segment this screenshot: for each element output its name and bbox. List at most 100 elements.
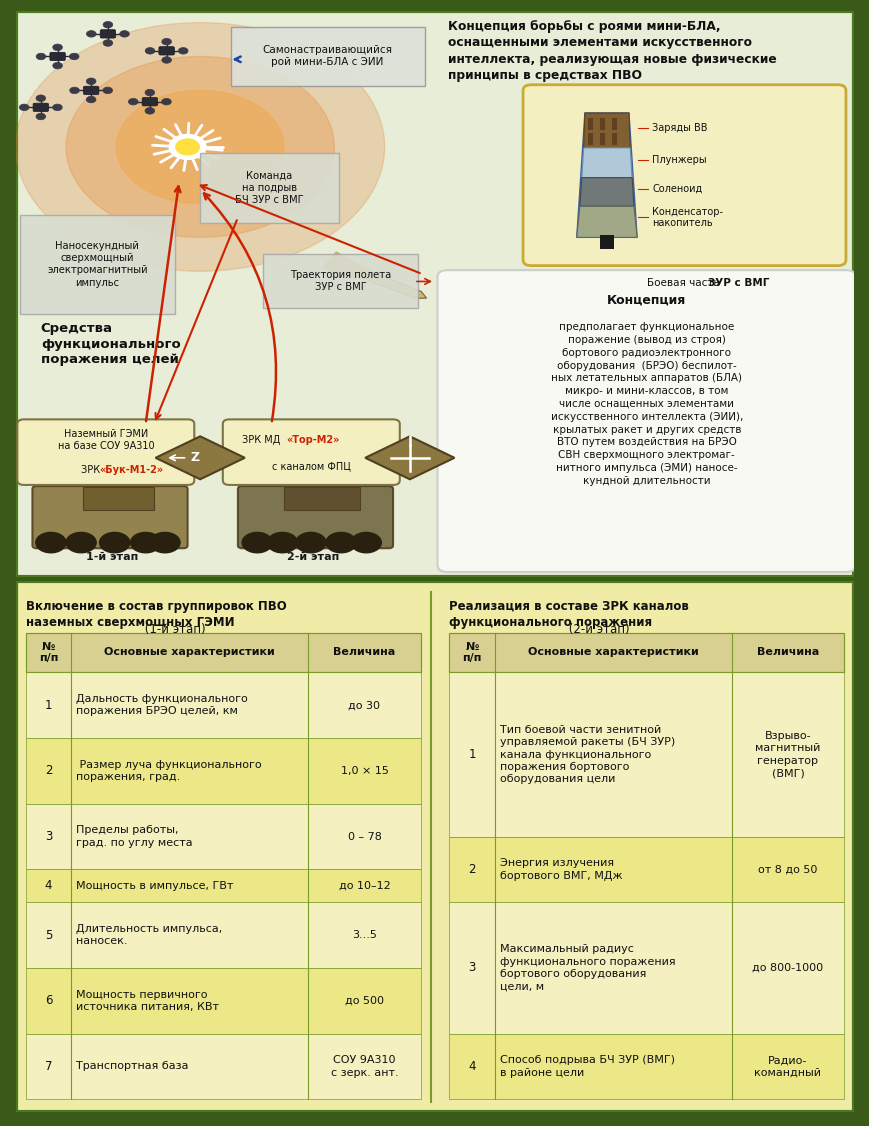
Circle shape [70, 53, 79, 60]
Text: Основные характеристики: Основные характеристики [527, 647, 698, 658]
Text: 6: 6 [44, 994, 52, 1008]
FancyBboxPatch shape [448, 672, 843, 837]
Polygon shape [580, 178, 634, 206]
Circle shape [116, 90, 283, 204]
FancyBboxPatch shape [448, 1034, 843, 1099]
Text: Концепция: Концепция [607, 294, 686, 307]
FancyBboxPatch shape [16, 11, 853, 577]
Polygon shape [581, 148, 632, 178]
Circle shape [145, 108, 155, 114]
Text: Траектория полета
ЗУР с ВМГ: Траектория полета ЗУР с ВМГ [289, 270, 391, 293]
Text: Заряды ВВ: Заряды ВВ [651, 123, 706, 133]
Polygon shape [156, 437, 244, 480]
Polygon shape [576, 206, 636, 238]
Circle shape [53, 62, 63, 69]
Circle shape [145, 89, 155, 96]
FancyBboxPatch shape [600, 133, 604, 145]
FancyBboxPatch shape [26, 1034, 421, 1099]
Text: 1: 1 [468, 748, 475, 761]
Text: Самонастраивающийся
рой мини-БЛА с ЭИИ: Самонастраивающийся рой мини-БЛА с ЭИИ [262, 45, 392, 68]
Text: Соленоид: Соленоид [651, 184, 701, 194]
FancyBboxPatch shape [83, 87, 99, 95]
FancyBboxPatch shape [50, 52, 65, 61]
FancyBboxPatch shape [32, 486, 188, 548]
Circle shape [162, 56, 171, 63]
Text: 2: 2 [44, 765, 52, 777]
Text: от 8 до 50: от 8 до 50 [758, 865, 817, 875]
FancyBboxPatch shape [26, 633, 421, 672]
Circle shape [66, 533, 96, 553]
Text: Транспортная база: Транспортная база [76, 1062, 189, 1071]
FancyBboxPatch shape [200, 152, 338, 223]
FancyBboxPatch shape [26, 672, 421, 738]
Circle shape [66, 56, 334, 238]
Circle shape [169, 134, 206, 160]
Text: Пределы работы,
град. по углу места: Пределы работы, град. по углу места [76, 825, 193, 848]
Text: №
п/п: № п/п [461, 642, 481, 663]
Text: Реализация в составе ЗРК каналов
функционального поражения: Реализация в составе ЗРК каналов функцио… [448, 600, 688, 628]
Text: Наносекундный
сверхмощный
электромагнитный
импульс: Наносекундный сверхмощный электромагнитн… [47, 241, 148, 288]
Text: Команда
на подрыв
БЧ ЗУР с ВМГ: Команда на подрыв БЧ ЗУР с ВМГ [235, 170, 303, 205]
Text: 3: 3 [44, 830, 52, 843]
FancyBboxPatch shape [237, 486, 393, 548]
Text: СОУ 9А310
с зерк. ант.: СОУ 9А310 с зерк. ант. [330, 1055, 398, 1078]
Circle shape [103, 39, 113, 46]
Circle shape [99, 533, 129, 553]
Polygon shape [365, 437, 454, 480]
Text: ЗРК МД: ЗРК МД [242, 435, 283, 445]
FancyBboxPatch shape [17, 419, 194, 485]
Text: 2-й этап: 2-й этап [287, 553, 339, 562]
Circle shape [242, 533, 272, 553]
Text: до 800-1000: до 800-1000 [752, 963, 823, 973]
FancyBboxPatch shape [142, 98, 157, 106]
Circle shape [120, 30, 129, 37]
Polygon shape [368, 272, 426, 298]
Text: 2: 2 [468, 863, 475, 876]
Circle shape [326, 533, 355, 553]
Text: до 30: до 30 [348, 700, 380, 711]
FancyBboxPatch shape [222, 419, 400, 485]
FancyBboxPatch shape [448, 837, 843, 902]
Text: Плунжеры: Плунжеры [651, 155, 706, 166]
Text: Концепция борьбы с роями мини-БЛА,
оснащенными элементами искусственного
интелле: Концепция борьбы с роями мини-БЛА, оснащ… [447, 20, 775, 82]
Text: до 10–12: до 10–12 [338, 881, 390, 891]
Circle shape [70, 87, 79, 93]
FancyBboxPatch shape [262, 254, 418, 309]
FancyBboxPatch shape [522, 84, 845, 266]
Text: Размер луча функционального
поражения, град.: Размер луча функционального поражения, г… [76, 760, 262, 783]
Circle shape [36, 53, 46, 60]
Text: 4: 4 [44, 879, 52, 892]
Text: ЗУР с ВМГ: ЗУР с ВМГ [707, 278, 769, 287]
FancyBboxPatch shape [20, 215, 175, 314]
Text: Длительность импульса,
наносек.: Длительность импульса, наносек. [76, 923, 222, 946]
FancyBboxPatch shape [16, 581, 853, 1112]
Polygon shape [321, 251, 375, 280]
Text: Величина: Величина [333, 647, 395, 658]
Text: Способ подрыва БЧ ЗУР (ВМГ)
в районе цели: Способ подрыва БЧ ЗУР (ВМГ) в районе цел… [499, 1055, 674, 1078]
Text: до 500: до 500 [344, 995, 383, 1006]
Text: 1,0 × 15: 1,0 × 15 [340, 766, 388, 776]
Circle shape [86, 30, 96, 37]
Text: Мощность в импульсе, ГВт: Мощность в импульсе, ГВт [76, 881, 233, 891]
Text: Z: Z [190, 452, 200, 464]
FancyBboxPatch shape [587, 133, 593, 145]
FancyBboxPatch shape [26, 869, 421, 902]
Circle shape [178, 47, 188, 54]
Text: Мощность первичного
источника питания, КВт: Мощность первичного источника питания, К… [76, 990, 219, 1012]
Circle shape [86, 97, 96, 102]
Polygon shape [576, 113, 636, 238]
Circle shape [149, 533, 180, 553]
FancyBboxPatch shape [159, 46, 174, 55]
Text: Конденсатор-
накопитель: Конденсатор- накопитель [651, 207, 722, 229]
Text: Включение в состав группировок ПВО
наземных сверхмощных ГЭМИ: Включение в состав группировок ПВО назем… [26, 600, 286, 628]
Circle shape [176, 138, 199, 155]
Text: Радио-
командный: Радио- командный [753, 1055, 820, 1078]
Circle shape [267, 533, 297, 553]
FancyBboxPatch shape [600, 234, 613, 249]
Text: 1: 1 [44, 699, 52, 712]
FancyBboxPatch shape [283, 488, 359, 510]
FancyBboxPatch shape [26, 738, 421, 804]
Text: 3: 3 [468, 962, 475, 974]
FancyBboxPatch shape [600, 118, 604, 131]
FancyBboxPatch shape [611, 118, 616, 131]
